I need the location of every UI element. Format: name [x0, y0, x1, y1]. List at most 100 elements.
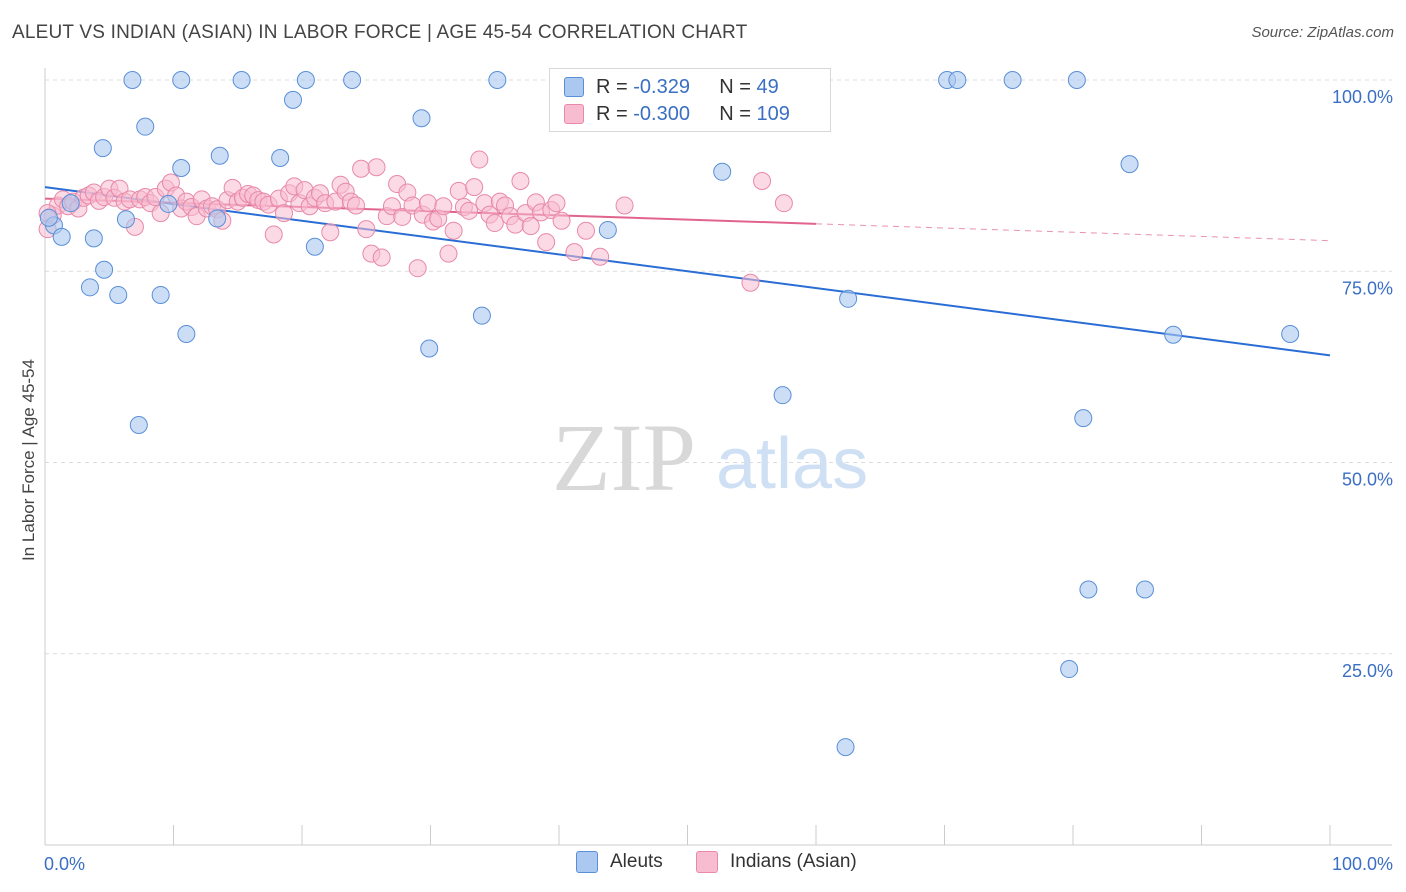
legend-n-value: 49: [756, 75, 779, 98]
data-point-aleuts: [598, 220, 617, 239]
data-point-aleuts: [343, 71, 362, 89]
data-point-indians: [753, 171, 772, 190]
data-point-indians: [470, 150, 489, 169]
data-point-indians: [393, 207, 412, 226]
legend-r-label: R =: [596, 75, 628, 98]
tick-labels: 25.0% 50.0% 75.0% 100.0% 0.0% 100.0%: [44, 87, 1393, 874]
data-point-aleuts: [773, 386, 792, 405]
legend-swatch-aleuts: [564, 77, 584, 97]
data-point-aleuts: [1079, 580, 1098, 599]
data-point-aleuts: [1120, 155, 1139, 174]
data-point-aleuts: [116, 210, 135, 229]
x-tick-label: 100.0%: [1332, 854, 1393, 874]
data-point-aleuts: [93, 139, 112, 158]
data-point-aleuts: [488, 71, 507, 89]
data-point-indians: [565, 243, 584, 262]
data-point-aleuts: [172, 158, 191, 177]
data-point-indians: [774, 194, 793, 213]
data-point-indians: [444, 221, 463, 240]
legend-n-label: N =: [719, 75, 751, 98]
legend-r-label: R =: [596, 102, 628, 125]
data-point-aleuts: [52, 227, 71, 246]
data-point-aleuts: [136, 117, 155, 136]
data-point-indians: [537, 233, 556, 252]
source-label: Source: ZipAtlas.com: [1251, 24, 1394, 41]
data-point-aleuts: [420, 339, 439, 358]
data-point-aleuts: [296, 71, 315, 89]
data-point-aleuts: [412, 109, 431, 128]
data-point-indians: [485, 214, 504, 233]
legend-row-indians: R = -0.300 N = 109: [564, 102, 790, 126]
data-point-aleuts: [836, 738, 855, 757]
data-point-indians: [264, 225, 283, 244]
data-point-indians: [346, 196, 365, 215]
data-point-indians: [591, 247, 610, 266]
bottom-swatch-aleuts: [576, 851, 598, 873]
data-point-aleuts: [39, 208, 58, 227]
data-point-aleuts: [159, 194, 178, 213]
data-point-indians: [275, 204, 294, 223]
data-point-aleuts: [208, 209, 227, 228]
watermark-zip: ZIP: [552, 404, 696, 511]
legend-n-value: 109: [756, 102, 790, 125]
data-point-indians: [434, 197, 453, 216]
data-point-indians: [521, 217, 540, 236]
data-point-aleuts: [232, 71, 251, 89]
x-tick-label: 0.0%: [44, 854, 85, 874]
gridlines: [45, 79, 1392, 655]
y-tick-label: 50.0%: [1342, 470, 1393, 490]
data-point-aleuts: [210, 146, 229, 165]
data-point-indians: [460, 201, 479, 220]
data-point-indians: [615, 196, 634, 215]
data-point-indians: [418, 194, 437, 213]
bottom-legend-indians: Indians (Asian): [696, 851, 857, 873]
data-point-aleuts: [1281, 324, 1300, 343]
data-point-aleuts: [472, 306, 491, 325]
data-point-indians: [367, 158, 386, 177]
data-point-aleuts: [172, 71, 191, 89]
correlation-legend: R = -0.329 N = 49 R = -0.300 N = 109: [549, 68, 831, 132]
data-point-indians: [408, 259, 427, 278]
data-point-indians: [576, 221, 595, 240]
y-tick-label: 100.0%: [1332, 87, 1393, 107]
data-point-indians: [449, 181, 468, 200]
data-point-aleuts: [1067, 71, 1086, 89]
data-point-indians: [357, 220, 376, 239]
data-point-aleuts: [305, 237, 324, 256]
data-point-aleuts: [1003, 71, 1022, 89]
data-point-aleuts: [839, 289, 858, 308]
data-point-aleuts: [61, 194, 80, 213]
data-point-indians: [352, 159, 371, 178]
data-point-aleuts: [1164, 325, 1183, 344]
data-point-indians: [439, 244, 458, 263]
axes: [44, 68, 1392, 846]
chart-title: ALEUT VS INDIAN (ASIAN) IN LABOR FORCE |…: [12, 22, 748, 43]
data-point-indians: [372, 248, 391, 267]
data-point-aleuts: [84, 229, 103, 248]
data-point-aleuts: [123, 71, 142, 89]
data-point-aleuts: [713, 162, 732, 181]
trend-line-aleuts: [44, 186, 1331, 357]
data-point-aleuts: [948, 71, 967, 89]
data-point-indians: [465, 178, 484, 197]
data-point-indians: [547, 194, 566, 213]
data-point-aleuts: [95, 260, 114, 279]
data-point-aleuts: [177, 324, 196, 343]
data-point-indians: [511, 171, 530, 190]
data-point-indians: [552, 211, 571, 230]
data-point-aleuts: [129, 416, 148, 435]
legend-n-label: N =: [719, 102, 751, 125]
data-point-aleuts: [271, 149, 290, 168]
legend-r-value: -0.329: [633, 75, 690, 98]
legend-swatch-indians: [564, 104, 584, 124]
data-point-indians: [741, 273, 760, 292]
data-point-aleuts: [1060, 660, 1079, 679]
legend-r-value: -0.300: [633, 102, 690, 125]
watermark-atlas: atlas: [716, 424, 868, 504]
y-tick-label: 75.0%: [1342, 278, 1393, 298]
data-point-aleuts: [284, 90, 303, 109]
data-point-aleuts: [1074, 409, 1093, 428]
data-point-aleuts: [80, 278, 99, 297]
bottom-legend-label: Aleuts: [610, 851, 663, 872]
